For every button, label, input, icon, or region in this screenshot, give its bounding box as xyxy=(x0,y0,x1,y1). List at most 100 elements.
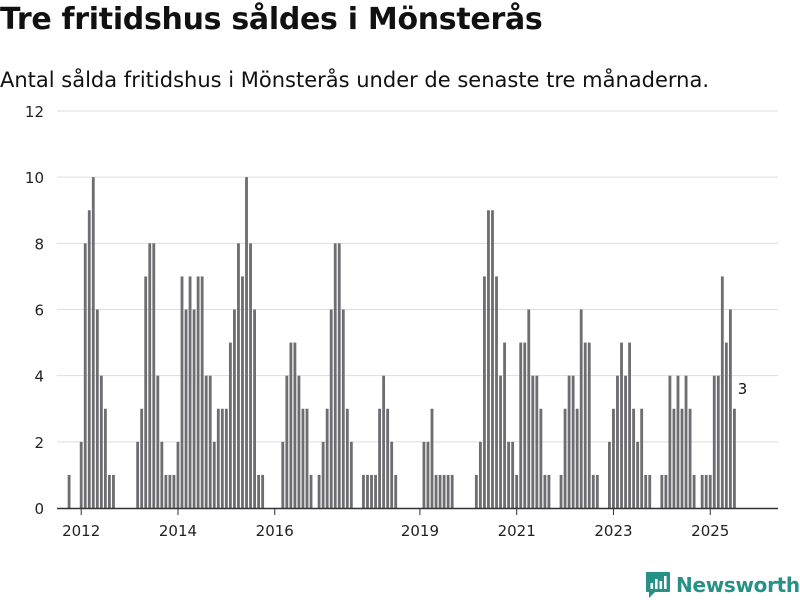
bar xyxy=(608,441,611,508)
bar xyxy=(547,474,551,508)
bar xyxy=(233,309,236,508)
bar xyxy=(224,408,228,508)
bar xyxy=(67,474,71,508)
bar xyxy=(216,408,220,508)
bar xyxy=(333,243,337,508)
bar xyxy=(253,309,256,508)
bar xyxy=(704,474,708,508)
bar xyxy=(511,441,515,508)
bar xyxy=(507,441,511,508)
bar xyxy=(724,342,728,508)
bar xyxy=(172,474,176,508)
bar xyxy=(249,243,252,508)
bar xyxy=(680,408,684,508)
y-tick-label: 12 xyxy=(25,103,44,121)
bar xyxy=(531,375,535,508)
bar xyxy=(640,408,644,508)
y-tick-label: 4 xyxy=(34,368,44,386)
bar xyxy=(87,210,91,508)
x-tick-label: 2014 xyxy=(159,522,197,540)
bar xyxy=(434,474,438,508)
bar xyxy=(156,375,160,508)
bar xyxy=(612,408,615,508)
bar xyxy=(495,276,498,508)
x-tick-label: 2012 xyxy=(62,522,100,540)
bar xyxy=(108,474,111,508)
bar xyxy=(200,276,204,508)
bar xyxy=(378,408,381,508)
bar xyxy=(261,474,265,508)
bar xyxy=(474,474,478,508)
y-tick-label: 2 xyxy=(34,434,44,452)
bar xyxy=(386,408,390,508)
bar xyxy=(176,441,180,508)
bar xyxy=(144,276,148,508)
bar xyxy=(317,474,321,508)
x-tick-label: 2021 xyxy=(498,522,536,540)
bar xyxy=(112,474,115,508)
bar xyxy=(148,243,152,508)
bar xyxy=(591,474,595,508)
bar xyxy=(99,375,103,508)
x-axis: 2012 2014 2016 2019 2021 2023 2025 xyxy=(57,507,778,540)
bar xyxy=(196,276,200,508)
bar xyxy=(733,408,736,508)
bar xyxy=(349,441,353,508)
bar xyxy=(478,441,482,508)
bar xyxy=(95,309,99,508)
bar xyxy=(212,441,216,508)
bar xyxy=(382,375,386,508)
bar xyxy=(321,441,325,508)
bar xyxy=(503,342,506,508)
bar xyxy=(716,375,720,508)
bar xyxy=(720,276,724,508)
newsworthy-chart-icon xyxy=(646,572,670,598)
bar xyxy=(192,309,196,508)
bar xyxy=(136,441,140,508)
bar xyxy=(309,474,313,508)
bar xyxy=(664,474,668,508)
brand-name: Newsworthy xyxy=(676,573,800,597)
bar xyxy=(390,441,394,508)
bar xyxy=(700,474,704,508)
chart-title: Tre fritidshus såldes i Mönsterås xyxy=(0,2,543,37)
bar xyxy=(499,375,502,508)
x-tick-label: 2019 xyxy=(401,522,439,540)
y-tick-label: 6 xyxy=(34,302,44,320)
bar xyxy=(180,276,184,508)
bar-series xyxy=(67,177,736,509)
bar xyxy=(563,408,567,508)
bar xyxy=(648,474,652,508)
bar xyxy=(297,375,301,508)
bar xyxy=(301,408,305,508)
bar xyxy=(394,474,398,508)
bar xyxy=(583,342,587,508)
annotations: 3 xyxy=(736,378,750,400)
bar xyxy=(438,474,442,508)
bar xyxy=(575,408,579,508)
bar xyxy=(559,474,563,508)
bar xyxy=(341,309,345,508)
bar xyxy=(245,177,248,509)
bar xyxy=(567,375,571,508)
bar xyxy=(426,441,430,508)
bar xyxy=(152,243,156,508)
y-tick-label: 10 xyxy=(25,169,44,187)
bar xyxy=(688,408,692,508)
chart-subtitle: Antal sålda fritidshus i Mönsterås under… xyxy=(0,68,710,92)
bar xyxy=(345,408,349,508)
bar xyxy=(616,375,619,508)
bar xyxy=(620,342,623,508)
bar xyxy=(595,474,599,508)
bar xyxy=(164,474,168,508)
bar xyxy=(491,210,494,508)
bar xyxy=(728,309,732,508)
newsworthy-logo: Newsworthy xyxy=(645,571,800,599)
y-tick-label: 0 xyxy=(34,500,44,518)
bar xyxy=(543,474,547,508)
bar xyxy=(91,177,95,509)
bar xyxy=(79,441,83,508)
bar xyxy=(708,474,712,508)
bar xyxy=(442,474,446,508)
